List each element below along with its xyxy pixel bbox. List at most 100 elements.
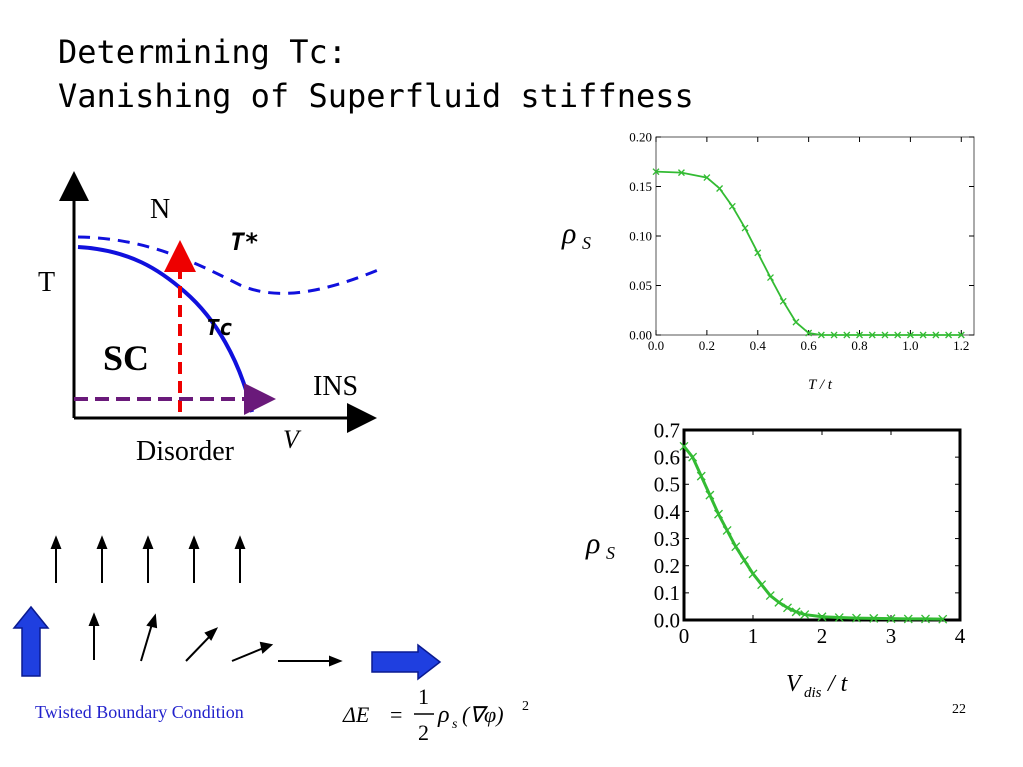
chart1-data-point xyxy=(754,249,762,257)
chart2-series-line xyxy=(682,445,943,621)
disorder-label: Disorder xyxy=(136,436,235,467)
chart1-data-point xyxy=(894,331,902,339)
chart2-data-point xyxy=(834,613,844,623)
block-arrow-right-icon xyxy=(371,643,442,681)
chart2-data-point xyxy=(705,490,715,500)
tc-label: Tc xyxy=(206,316,233,341)
chart2-xtick-label: 0 xyxy=(679,624,690,648)
equation-rest: (∇φ) xyxy=(462,702,504,727)
chart1-data-point xyxy=(703,174,711,182)
chart1-data-point xyxy=(919,331,927,339)
chart2-data-point xyxy=(765,591,775,601)
chart2-ytick-label: 0.7 xyxy=(654,418,680,442)
equation-lhs: ΔE xyxy=(342,702,370,727)
chart2-ylabel-sub: S xyxy=(606,543,615,563)
chart1-data-point xyxy=(932,331,940,339)
chart2-xtick-label: 3 xyxy=(886,624,897,648)
chart2-data-point xyxy=(679,441,689,451)
chart2-xtick-label: 4 xyxy=(955,624,966,648)
chart2-data-point xyxy=(714,509,723,519)
chart1-data-point xyxy=(741,224,749,232)
tstar-label: T* xyxy=(230,228,259,256)
chart1-data-point xyxy=(957,331,965,339)
chart1-xtick-label: 0.6 xyxy=(801,338,818,353)
chart1-frame xyxy=(655,136,975,336)
chart1-data-point xyxy=(856,331,863,339)
chart2-data-point xyxy=(774,597,784,607)
chart1-ytick-label: 0.20 xyxy=(629,130,652,145)
equation-equals: = xyxy=(390,702,402,727)
spin-row-aligned xyxy=(50,535,246,583)
chart1-data-point xyxy=(767,274,774,282)
chart1-data-point xyxy=(830,331,838,339)
title-line-2: Vanishing of Superfluid stiffness xyxy=(58,77,694,115)
chart1-ylabel-sub: S xyxy=(582,233,591,253)
chart2-data-point xyxy=(921,614,930,624)
chart1-data-point xyxy=(868,331,876,339)
tstar-curve xyxy=(77,235,379,295)
chart2-data-point xyxy=(886,614,896,624)
chart2-data-point xyxy=(722,525,732,535)
equation-rho: ρ xyxy=(437,702,450,728)
chart1-ytick-label: 0.10 xyxy=(629,229,652,244)
chart2-xlabel-sub: dis xyxy=(804,685,822,701)
rho-vs-temperature-chart: ρ S T / t 0.00 0.05 0.10 0.15 0.20 0.0 0.2 0.4 0… xyxy=(561,130,975,393)
chart2-data-point xyxy=(783,603,792,613)
chart1-data-point xyxy=(945,331,953,339)
title-line-1: Determining Tc: xyxy=(58,33,347,71)
chart1-ytick-label: 0.00 xyxy=(629,328,652,343)
chart1-data-point xyxy=(906,331,914,339)
chart2-data-point xyxy=(739,555,749,565)
chart2-ytick-label: 0.4 xyxy=(654,500,681,524)
chart1-data-point xyxy=(779,297,787,305)
v-label: V xyxy=(283,425,302,454)
chart2-data-point xyxy=(731,542,741,552)
chart2-ytick-label: 0.5 xyxy=(654,473,680,497)
chart1-series-line xyxy=(655,170,962,336)
chart1-ylabel-symbol: ρ xyxy=(561,217,576,250)
block-arrow-up-icon xyxy=(12,605,50,677)
chart1-xlabel: T / t xyxy=(808,377,833,393)
equation-rho-sub: s xyxy=(452,717,458,732)
chart1-ylabel: ρ S xyxy=(561,217,591,253)
equation-numerator: 1 xyxy=(418,684,429,709)
chart1-xtick-label: 0.8 xyxy=(851,338,867,353)
chart2-data-point xyxy=(696,471,706,481)
chart2-ytick-label: 0.2 xyxy=(654,554,680,578)
chart2-data-point xyxy=(869,613,879,623)
chart2-ytick-label: 0.0 xyxy=(654,608,680,632)
chart1-data-point xyxy=(652,168,660,176)
sc-label: SC xyxy=(103,338,149,378)
t-label: T xyxy=(38,267,55,298)
chart2-xlabel: V dis / t xyxy=(786,671,849,701)
chart2-xlabel-main: V xyxy=(786,671,803,697)
chart1-xtick-label: 1.2 xyxy=(953,338,969,353)
n-label: N xyxy=(150,194,170,225)
chart1-ytick-label: 0.15 xyxy=(629,179,652,194)
chart1-xtick-label: 0.2 xyxy=(699,338,715,353)
spin-row-twisted xyxy=(88,612,343,667)
chart2-ytick-label: 0.3 xyxy=(654,527,680,551)
chart2-ytick-label: 0.1 xyxy=(654,581,680,605)
chart2-data-point xyxy=(903,614,913,624)
chart1-data-point xyxy=(677,169,685,177)
chart2-ylabel-symbol: ρ xyxy=(585,527,600,560)
chart1-data-point xyxy=(716,185,724,192)
rho-vs-disorder-chart: ρ S V dis / t 0.0 0.1 0.2 0.3 0.4 0.5 0.6 0.7 0 1… xyxy=(585,418,966,701)
chart2-xtick-label: 1 xyxy=(748,624,759,648)
equation-exponent: 2 xyxy=(522,699,529,714)
chart2-data-point xyxy=(852,613,861,623)
chart2-data-point xyxy=(757,580,767,590)
chart2-data-point xyxy=(748,569,758,579)
chart2-data-point xyxy=(688,452,698,462)
chart2-xlabel-tail: / t xyxy=(826,671,849,697)
tc-curve xyxy=(77,245,254,413)
ins-label: INS xyxy=(313,371,358,402)
chart2-data-point xyxy=(938,614,948,624)
chart1-xtick-label: 1.0 xyxy=(902,338,918,353)
chart1-data-point xyxy=(881,331,889,339)
page-number: 22 xyxy=(952,702,966,717)
chart2-data-point xyxy=(791,607,801,617)
chart1-data-point xyxy=(843,331,851,339)
